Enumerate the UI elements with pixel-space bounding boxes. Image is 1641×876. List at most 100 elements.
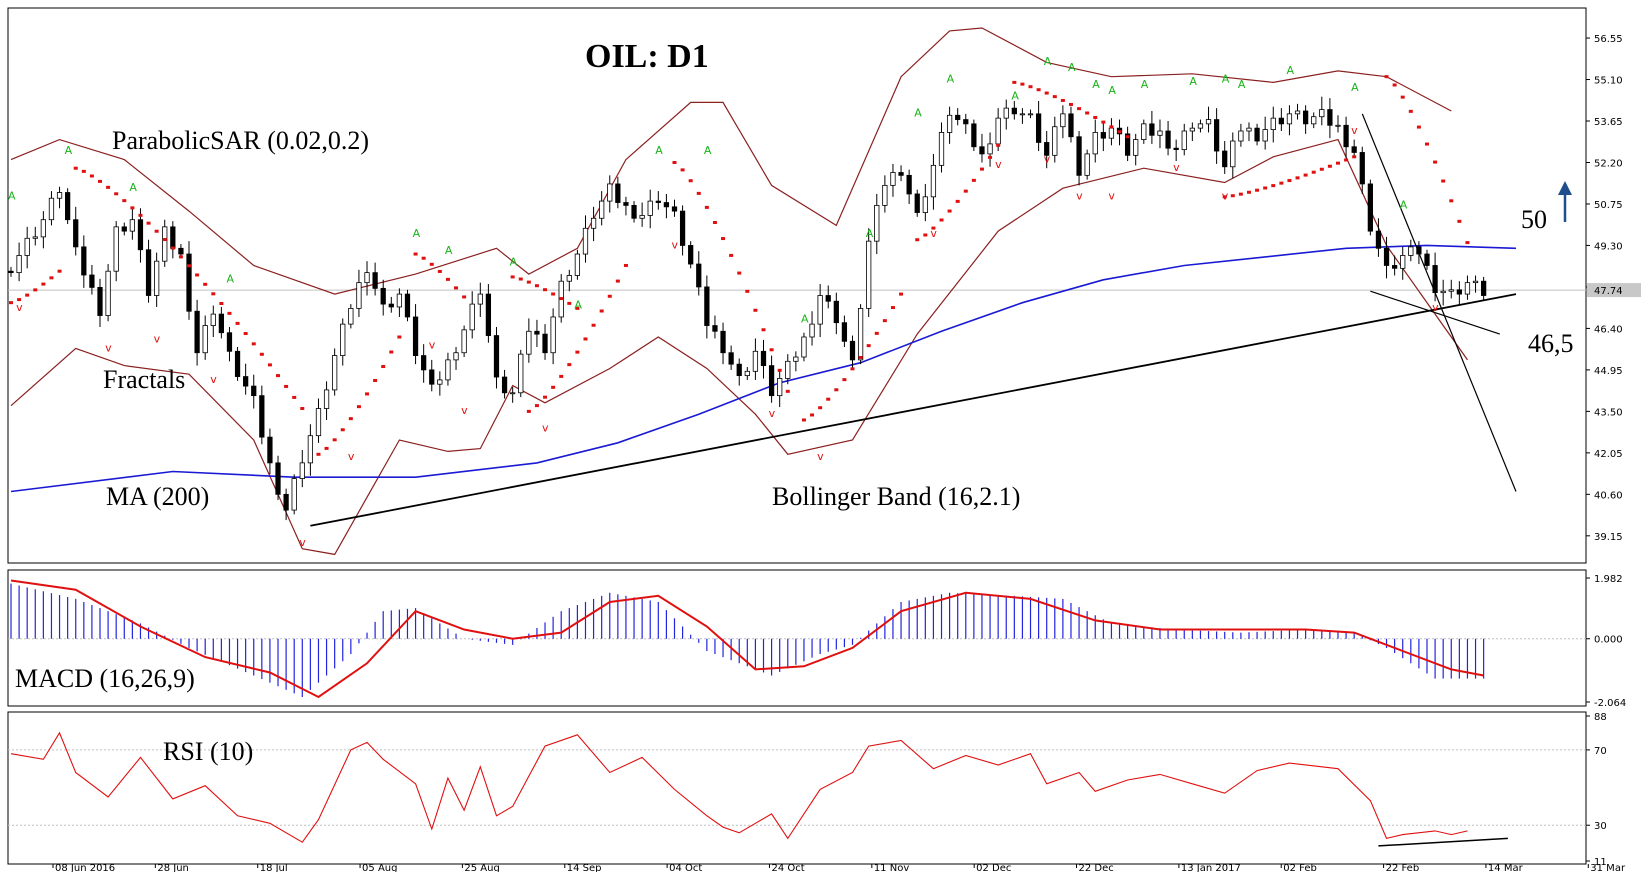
candle-body <box>429 369 435 385</box>
sar-dot <box>1424 142 1429 146</box>
sar-dot <box>672 160 677 164</box>
candle-body <box>1481 280 1487 296</box>
fractal-down-marker: v <box>1108 190 1115 203</box>
fractal-up-marker: A <box>1222 72 1230 85</box>
candle-body <box>971 123 977 148</box>
candle-body <box>1173 147 1179 151</box>
candle-body <box>1278 117 1284 125</box>
candle-body <box>259 395 265 438</box>
sar-dot <box>98 179 103 183</box>
sar-dot <box>979 167 984 171</box>
candle-body <box>1238 130 1244 142</box>
candle-body <box>388 303 394 308</box>
candle-body <box>938 132 945 166</box>
candle-body <box>979 146 985 155</box>
sar-dot <box>567 363 572 367</box>
sar-dot <box>534 404 539 408</box>
candle-body <box>421 355 427 371</box>
candle-body <box>291 478 297 511</box>
sar-dot <box>777 368 782 372</box>
sar-dot <box>1311 170 1316 174</box>
candle-body <box>623 202 629 206</box>
date-tick-label: 14 Sep <box>567 863 602 872</box>
fractal-up-marker: A <box>866 227 874 240</box>
sar-dot <box>575 350 580 354</box>
candle-body <box>445 359 451 381</box>
candle-body <box>898 172 904 176</box>
sar-dot <box>1085 111 1090 115</box>
candle-body <box>841 322 848 342</box>
candle-body <box>1343 124 1349 148</box>
sar-dot <box>1271 184 1276 188</box>
sar-dot <box>162 238 167 242</box>
sar-dot <box>1327 164 1332 168</box>
candle-body <box>154 260 160 296</box>
sar-dot <box>1093 115 1098 119</box>
sar-dot <box>1222 195 1227 199</box>
current-price-label: 47.74 <box>1594 286 1623 297</box>
sar-dot <box>284 384 289 388</box>
candle-body <box>121 226 127 232</box>
sar-dot <box>122 199 127 203</box>
candle-body <box>768 365 775 397</box>
candle-body <box>1383 247 1390 266</box>
chart-title: OIL: D1 <box>585 38 709 75</box>
fractal-down-marker: v <box>995 158 1002 171</box>
candle-body <box>1068 113 1074 138</box>
sar-dot <box>510 275 515 279</box>
sar-dot <box>454 286 459 290</box>
macd-label: MACD (16,26,9) <box>15 664 195 693</box>
candle-body <box>1327 109 1333 126</box>
sar-dot <box>1295 176 1300 180</box>
sar-dot <box>1392 83 1397 87</box>
rsi-tick-label: 70 <box>1594 746 1607 757</box>
candle-body <box>599 200 605 219</box>
sar-dot <box>899 292 904 296</box>
candle-body <box>825 295 831 302</box>
sar-dot <box>1238 192 1243 196</box>
candle-body <box>1432 265 1438 294</box>
candle-body <box>477 293 483 305</box>
candle-body <box>1003 107 1009 119</box>
sar-dot <box>526 280 531 284</box>
sar-dot <box>599 309 604 313</box>
sar-dot <box>211 292 216 296</box>
support-level-label: 46,5 <box>1528 329 1574 358</box>
candle-body <box>1011 107 1017 115</box>
sar-dot <box>106 185 111 189</box>
candle-body <box>1035 113 1042 143</box>
fractal-up-marker: A <box>655 144 663 157</box>
bollinger-upper <box>10 27 1452 295</box>
sar-dot <box>615 279 620 283</box>
candle-body <box>194 310 200 354</box>
sar-dot <box>1433 160 1438 164</box>
sar-dot <box>1263 186 1268 190</box>
candle-body <box>8 270 14 274</box>
candle-body <box>332 355 338 391</box>
sar-dot <box>81 169 86 173</box>
date-tick-label: 11 Nov <box>874 863 910 872</box>
sar-dot <box>1012 80 1017 84</box>
fractal-up-marker: A <box>445 244 453 257</box>
sar-dot <box>567 301 572 305</box>
sar-dot <box>267 363 272 367</box>
candle-body <box>655 200 661 203</box>
panel-frame <box>7 7 1587 564</box>
candle-body <box>1464 282 1471 295</box>
candle-body <box>1100 132 1106 139</box>
fractal-up-marker: A <box>1044 55 1052 68</box>
candle-body <box>412 316 419 356</box>
sar-dot <box>49 276 54 280</box>
candle-body <box>963 119 969 125</box>
candle-body <box>696 263 702 288</box>
candle-body <box>914 193 920 213</box>
sar-dot <box>1449 199 1454 203</box>
sar-dot <box>1457 219 1462 223</box>
sar-dot <box>421 256 426 260</box>
sar-dot <box>1384 75 1389 79</box>
candle-body <box>647 200 653 216</box>
sar-dot <box>559 374 564 378</box>
candle-body <box>251 385 257 397</box>
candle-body <box>323 389 330 409</box>
candle-body <box>550 316 556 354</box>
